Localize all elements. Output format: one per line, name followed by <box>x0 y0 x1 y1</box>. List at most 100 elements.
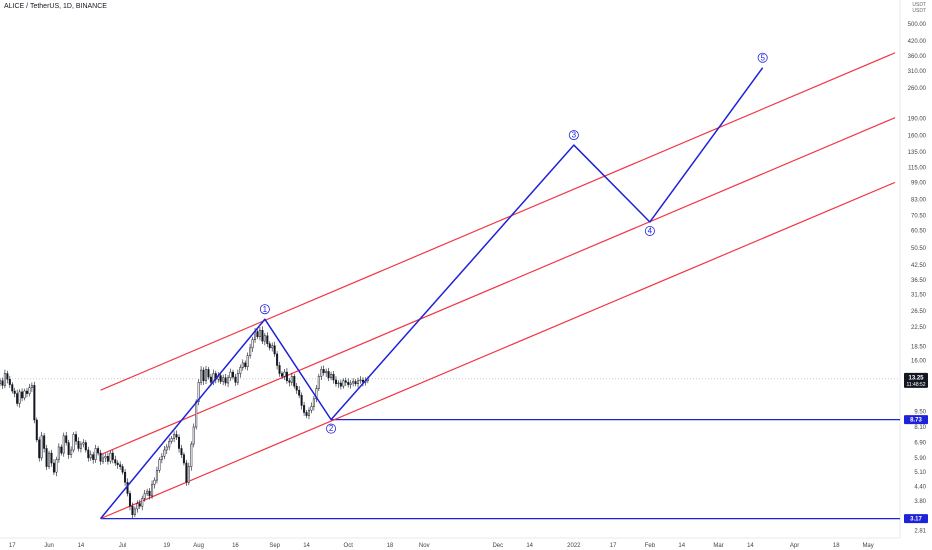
time-tick-label: 18 <box>387 543 394 549</box>
candle-body <box>315 388 318 400</box>
candle-body <box>290 376 293 383</box>
candle-body <box>23 390 26 399</box>
candle-body <box>180 448 183 455</box>
candle-body <box>48 452 51 467</box>
candle-body <box>72 434 75 451</box>
candle-body <box>273 345 276 355</box>
channel-line-2 <box>100 181 896 520</box>
symbol-title: ALICE / TetherUS, 1D, BINANCE <box>4 3 107 10</box>
time-tick-label: Dec <box>492 543 503 549</box>
candle-body <box>133 508 136 515</box>
price-tick-label: 16.00 <box>911 358 927 364</box>
candle-body <box>278 365 281 374</box>
candle-body <box>94 448 97 460</box>
wave-label-4: 4 <box>648 227 653 236</box>
trend-channel <box>100 52 896 520</box>
price-tick-label: 4.40 <box>914 485 926 491</box>
candle-body <box>175 434 178 438</box>
price-tick-label: 36.50 <box>911 278 927 284</box>
candle-body <box>178 436 181 449</box>
candle-body <box>128 493 131 507</box>
price-tick-label: 70.50 <box>911 214 927 220</box>
wave-label-1: 1 <box>263 305 268 314</box>
candle-body <box>241 362 244 368</box>
candle-body <box>322 369 325 374</box>
time-tick-label: 16 <box>232 543 239 549</box>
last-price-badge-countdown: 11:48:52 <box>906 382 925 388</box>
price-tick-label: 160.00 <box>908 133 927 139</box>
candle-body <box>263 335 266 342</box>
level-badge-1 <box>904 514 928 524</box>
candle-body <box>62 435 65 454</box>
candle-body <box>337 382 340 385</box>
candle-body <box>249 347 252 356</box>
candle-body <box>141 498 144 507</box>
candle-body <box>155 470 158 481</box>
candle-body <box>57 446 60 460</box>
candle-body <box>312 398 315 407</box>
time-tick-label: 19 <box>163 543 170 549</box>
price-tick-label: 6.90 <box>914 441 926 447</box>
time-tick-label: 14 <box>303 543 310 549</box>
time-tick-label: 17 <box>610 543 617 549</box>
candle-body <box>266 335 269 344</box>
time-tick-label: 18 <box>833 543 840 549</box>
candle-body <box>33 385 36 421</box>
candle-body <box>30 385 33 388</box>
candle-body <box>185 462 188 483</box>
candle-body <box>25 390 28 394</box>
candle-body <box>60 446 63 454</box>
candle-body <box>146 490 149 494</box>
candle-body <box>354 381 357 385</box>
candle-body <box>99 452 102 462</box>
wave-label-circle-5 <box>757 52 768 63</box>
candle-body <box>92 454 95 460</box>
candle-body <box>143 493 146 499</box>
candle-body <box>136 503 139 510</box>
candle-body <box>82 442 85 445</box>
candle-body <box>119 464 122 467</box>
candle-body <box>182 454 185 464</box>
candle-body <box>126 482 129 494</box>
candle-body <box>75 434 78 442</box>
candle-body <box>65 435 68 443</box>
candle-body <box>317 376 320 389</box>
candle-body <box>246 355 249 368</box>
candle-body <box>239 367 242 374</box>
price-tick-label: 83.00 <box>911 198 927 204</box>
candle-body <box>357 380 360 385</box>
wave-label-5: 5 <box>760 53 765 62</box>
candle-body <box>138 503 141 507</box>
candle-body <box>89 454 92 459</box>
candle-body <box>268 343 271 349</box>
price-tick-label: 18.50 <box>911 344 927 350</box>
candle-body <box>285 371 288 381</box>
candle-body <box>256 331 259 337</box>
candle-body <box>109 452 112 462</box>
price-tick-label: 42.50 <box>911 263 927 269</box>
candle-body <box>361 379 364 383</box>
wave-label-3: 3 <box>572 131 577 140</box>
candle-body <box>106 456 109 462</box>
candle-body <box>124 471 127 483</box>
level-badge-0 <box>904 415 928 425</box>
candle-body <box>197 382 200 402</box>
last-price-badge <box>904 372 928 388</box>
price-tick-label: 5.10 <box>914 470 926 476</box>
candle-body <box>209 376 212 383</box>
candle-body <box>70 449 73 455</box>
candle-body <box>79 443 82 449</box>
candle-body <box>97 448 100 454</box>
time-tick-label: 14 <box>526 543 533 549</box>
price-tick-label: 3.80 <box>914 499 926 505</box>
candle-body <box>43 435 46 449</box>
candle-body <box>165 446 168 451</box>
wave-label-circle-4 <box>644 225 655 236</box>
candle-body <box>104 456 107 459</box>
price-tick-label: 9.50 <box>914 409 926 415</box>
candle-body <box>271 345 274 349</box>
candle-body <box>320 369 323 377</box>
time-tick-label: Aug <box>193 543 204 549</box>
wave-label-circle-3 <box>568 130 579 141</box>
